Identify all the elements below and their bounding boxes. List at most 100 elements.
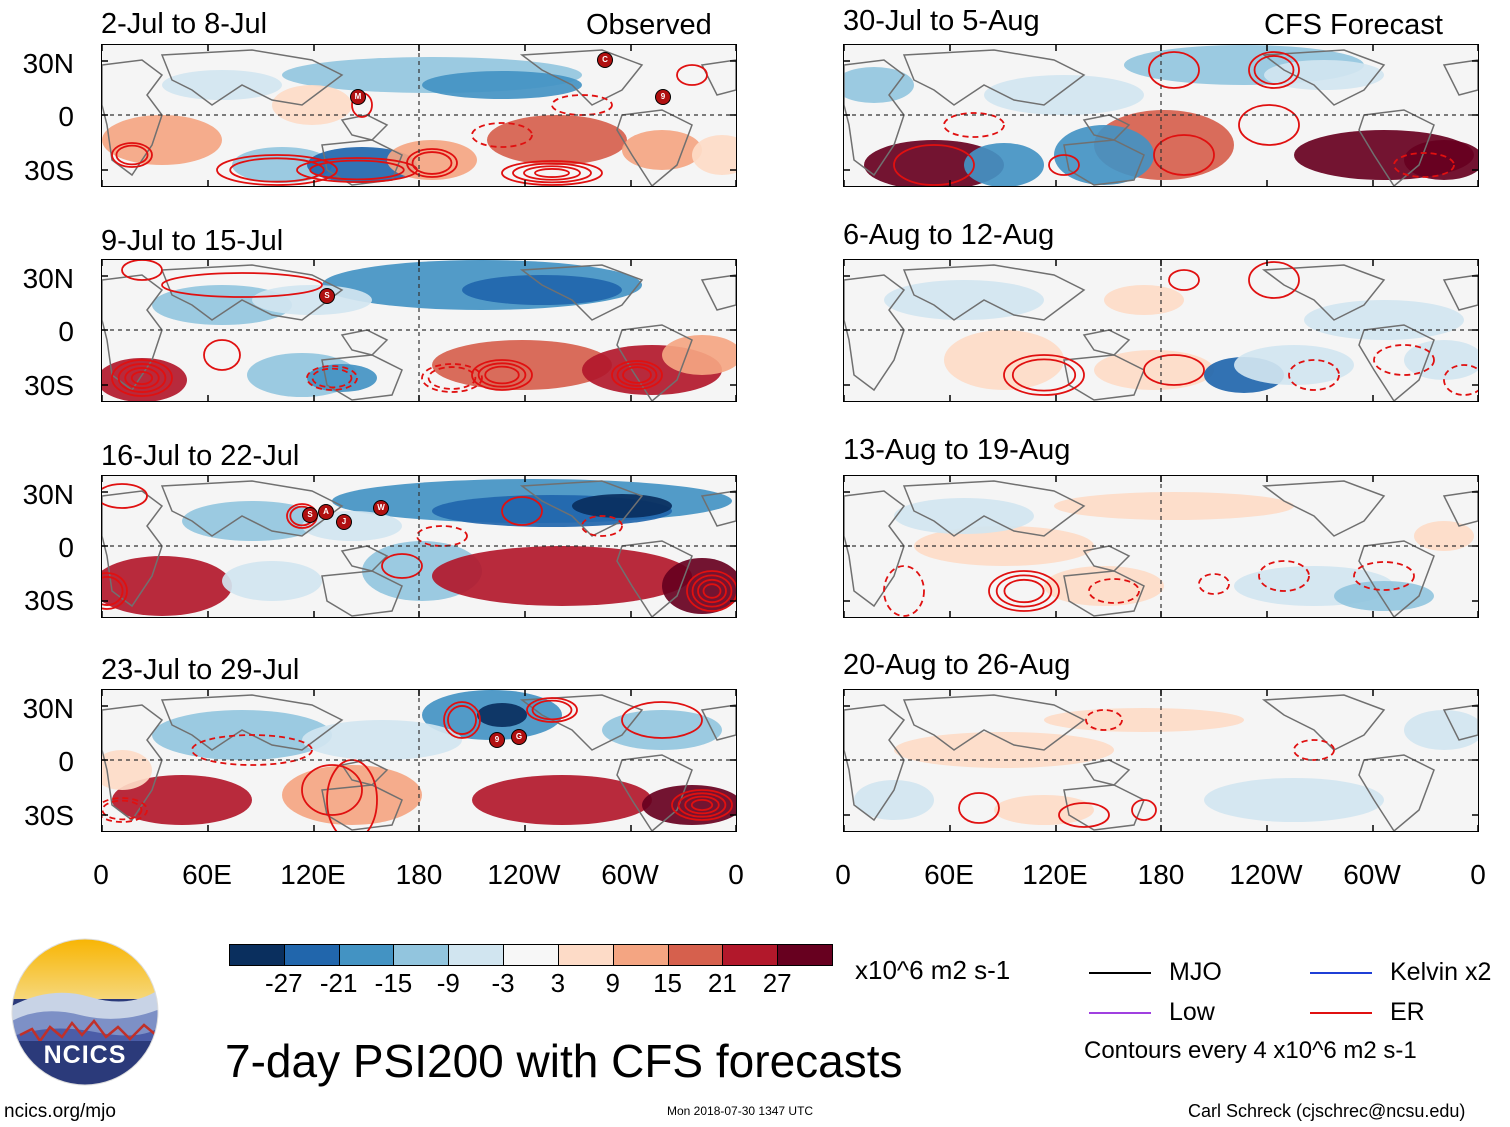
anomaly-shading — [1404, 140, 1478, 180]
colorbar-label: -15 — [374, 968, 413, 998]
anomaly-shading — [1304, 300, 1464, 340]
map-panel-p5 — [843, 44, 1479, 187]
er-contour — [1443, 364, 1478, 396]
storm-marker: G — [512, 730, 526, 744]
coastline — [902, 264, 1086, 321]
colorbar-labels: -27 -21 -15 -9 -3 3 9 15 21 27 — [229, 968, 832, 1002]
coastline — [844, 704, 906, 822]
er-contour — [447, 705, 477, 735]
coastline — [340, 114, 389, 141]
er-contour — [124, 367, 160, 389]
y-tick-30s: 30S — [24, 155, 74, 186]
er-contour — [1253, 55, 1295, 85]
colorbar-swatch — [612, 944, 669, 966]
coastline — [844, 59, 906, 177]
coastline — [902, 49, 1086, 106]
coastline — [102, 490, 164, 608]
colorbar-label: 27 — [762, 968, 792, 998]
er-contour — [621, 701, 703, 739]
legend-label-kelvin: Kelvin x2 — [1390, 958, 1492, 986]
er-contour — [1258, 560, 1310, 592]
coastline — [1358, 754, 1435, 831]
er-contour — [1373, 344, 1435, 376]
map-panel-p1 — [101, 44, 737, 187]
er-contour — [102, 483, 148, 509]
coastline — [160, 49, 344, 106]
colorbar-units: x10^6 m2 s-1 — [855, 955, 1011, 985]
panel-title-p6: 6-Aug to 12-Aug — [843, 219, 1055, 251]
anomaly-shading — [1054, 492, 1294, 520]
ncics-logo-icon — [11, 938, 159, 1086]
coastline — [1261, 49, 1386, 106]
er-contour — [471, 359, 533, 391]
er-contour — [427, 366, 477, 390]
coastline — [340, 759, 389, 786]
er-contour — [676, 64, 708, 86]
er-contour — [526, 697, 578, 723]
contour-note: Contours every 4 x10^6 m2 s-1 — [1084, 1037, 1417, 1064]
er-contour — [1148, 51, 1200, 89]
panel-title-p2: 9-Jul to 15-Jul — [101, 225, 284, 257]
colorbar-swatch — [393, 944, 450, 966]
footer-timestamp: Mon 2018-07-30 1347 UTC — [667, 1104, 814, 1118]
anomaly-shading — [432, 340, 612, 390]
legend-line-mjo — [1089, 972, 1151, 975]
er-contour — [1353, 561, 1415, 591]
coastline — [1442, 274, 1478, 311]
er-contour — [111, 359, 173, 397]
footer-url[interactable]: ncics.org/mjo — [4, 1101, 116, 1122]
anomaly-shading — [984, 75, 1144, 115]
y-tick-0: 0 — [58, 532, 74, 563]
coastline — [1261, 480, 1386, 537]
er-contour — [306, 365, 358, 391]
coastline — [519, 480, 644, 537]
coastline — [616, 754, 693, 831]
anomaly-shading — [602, 710, 722, 750]
coastline — [1063, 784, 1145, 831]
colorbar-swatch — [722, 944, 779, 966]
colorbar-label: -27 — [265, 968, 303, 998]
coastline — [1063, 570, 1145, 617]
er-contour — [1198, 573, 1230, 595]
colorbar — [229, 944, 833, 966]
x-tick-180: 180 — [395, 859, 443, 890]
er-contour — [1168, 269, 1200, 291]
logo-text: NCICS — [43, 1041, 127, 1069]
anomaly-shading — [692, 135, 736, 175]
er-contour — [1293, 739, 1335, 761]
er-contour — [995, 574, 1053, 608]
coastline — [616, 109, 693, 186]
coastline — [1261, 264, 1386, 321]
er-contour — [1011, 358, 1077, 392]
figure-title: 7-day PSI200 with CFS forecasts — [225, 1035, 903, 1087]
coastline — [1442, 490, 1478, 527]
anomaly-shading — [272, 85, 352, 125]
map-canvas-p5 — [844, 45, 1478, 186]
er-contour — [1088, 578, 1140, 604]
anomaly-shading — [894, 498, 1034, 534]
er-contour — [121, 260, 163, 281]
er-contour — [501, 160, 603, 186]
er-contour — [102, 797, 148, 823]
anomaly-shading — [994, 795, 1094, 825]
colorbar-label: -9 — [436, 968, 460, 998]
er-contour — [616, 363, 658, 387]
y-tick-0: 0 — [58, 101, 74, 132]
er-contour — [102, 572, 128, 610]
map-panel-p3 — [101, 475, 737, 618]
er-contour — [421, 363, 483, 393]
map-canvas-p3 — [102, 476, 736, 617]
coastline — [1442, 59, 1478, 96]
er-contour — [690, 799, 714, 812]
panel-title-p3: 16-Jul to 22-Jul — [101, 440, 300, 472]
anomaly-shading — [1044, 566, 1164, 606]
legend-line-kelvin — [1310, 972, 1372, 975]
er-contour — [534, 168, 570, 178]
anomaly-shading — [282, 765, 422, 825]
er-contour — [130, 370, 154, 386]
y-tick-0: 0 — [58, 746, 74, 777]
legend-label-low: Low — [1169, 998, 1215, 1026]
er-contour — [115, 144, 149, 166]
er-contour — [677, 792, 727, 818]
anomaly-shading — [844, 67, 914, 103]
